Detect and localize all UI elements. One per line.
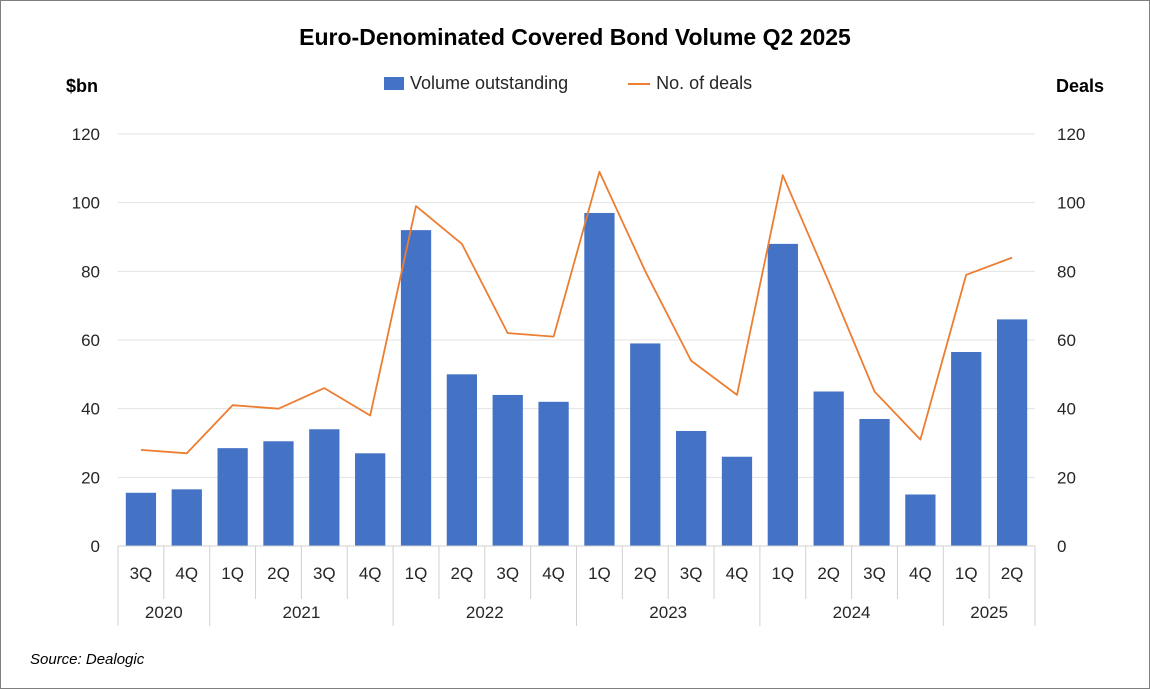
y2-tick-label: 100 (1057, 194, 1085, 213)
bar (400, 230, 432, 546)
y2-tick-label: 120 (1057, 125, 1085, 144)
x-tick-label: 1Q (771, 564, 794, 583)
bar (996, 319, 1028, 546)
x-tick-label: 2Q (634, 564, 657, 583)
y-tick-label: 80 (81, 262, 100, 281)
bar (905, 494, 936, 546)
bar (171, 489, 202, 546)
legend: Volume outstanding No. of deals (384, 73, 752, 94)
bar (951, 352, 982, 546)
y-tick-label: 0 (91, 537, 100, 556)
y2-tick-label: 40 (1057, 400, 1076, 419)
bar (125, 492, 157, 546)
y2-tick-label: 20 (1057, 468, 1076, 487)
y2-tick-label: 80 (1057, 262, 1076, 281)
x-tick-label: 2Q (451, 564, 474, 583)
bar (492, 394, 523, 546)
year-label: 2023 (649, 603, 687, 622)
bar (813, 391, 844, 546)
legend-label-deals: No. of deals (656, 73, 753, 93)
legend-label-volume: Volume outstanding (410, 73, 569, 93)
bar (630, 343, 661, 546)
x-tick-label: 3Q (313, 564, 336, 583)
bar (584, 212, 615, 546)
year-label: 2021 (282, 603, 320, 622)
bar (446, 374, 478, 546)
x-tick-label: 1Q (588, 564, 611, 583)
bar (355, 453, 386, 546)
x-tick-label: 1Q (221, 564, 244, 583)
y2-tick-label: 60 (1057, 331, 1076, 350)
year-label: 2020 (145, 603, 183, 622)
year-label: 2025 (970, 603, 1008, 622)
x-tick-label: 3Q (130, 564, 153, 583)
x-tick-label: 1Q (955, 564, 978, 583)
bar (263, 441, 294, 546)
y-tick-label: 60 (81, 331, 100, 350)
x-tick-label: 2Q (1001, 564, 1024, 583)
legend-line-swatch (628, 82, 651, 85)
y-tick-label: 20 (81, 468, 100, 487)
x-tick-label: 3Q (496, 564, 519, 583)
bar (767, 243, 798, 546)
x-tick-label: 4Q (542, 564, 565, 583)
bar (675, 430, 707, 546)
left-axis-unit: $bn (66, 76, 99, 96)
x-tick-label: 2Q (817, 564, 840, 583)
x-tick-label: 1Q (405, 564, 428, 583)
y2-tick-label: 0 (1057, 537, 1066, 556)
y-tick-label: 40 (81, 400, 100, 419)
bar (217, 448, 248, 546)
y-tick-label: 100 (72, 194, 100, 213)
legend-bar-swatch (384, 77, 404, 90)
bar (538, 401, 569, 546)
x-tick-label: 3Q (680, 564, 703, 583)
y-tick-label: 120 (72, 125, 100, 144)
x-tick-label: 3Q (863, 564, 886, 583)
x-tick-label: 4Q (359, 564, 382, 583)
year-label: 2024 (833, 603, 871, 622)
x-tick-label: 4Q (726, 564, 749, 583)
bar (859, 418, 890, 546)
bar (721, 456, 753, 546)
right-axis-unit: Deals (1056, 76, 1105, 96)
x-tick-label: 2Q (267, 564, 290, 583)
x-tick-label: 4Q (175, 564, 198, 583)
year-label: 2022 (466, 603, 504, 622)
deals-line (140, 170, 1013, 455)
source-note: Source: Dealogic (30, 651, 145, 668)
x-tick-label: 4Q (909, 564, 932, 583)
chart-title: Euro-Denominated Covered Bond Volume Q2 … (299, 24, 851, 50)
bar (309, 429, 340, 546)
